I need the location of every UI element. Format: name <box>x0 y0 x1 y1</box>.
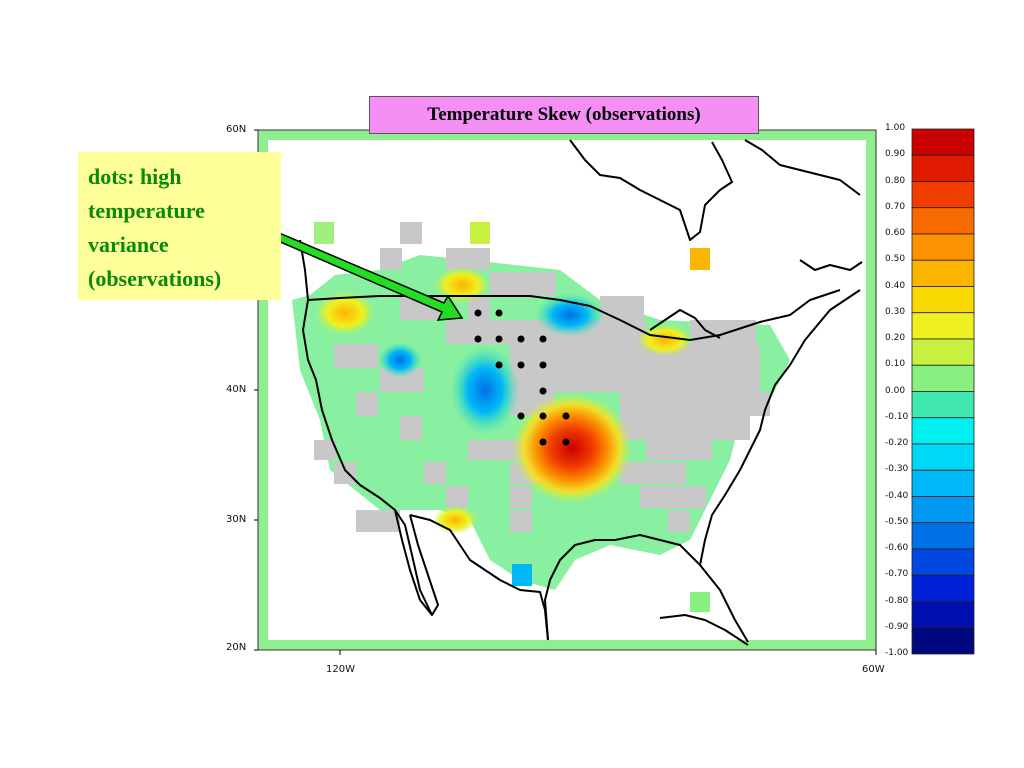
colorbar-label: 0.80 <box>885 175 906 186</box>
labrador <box>799 259 863 271</box>
colorbar-label: -0.90 <box>885 621 909 632</box>
coastlines <box>299 139 863 646</box>
colorbar-swatch <box>911 312 975 340</box>
colorbar-swatch <box>911 181 975 209</box>
colorbar-label: -0.10 <box>885 411 909 422</box>
colorbar-label: 0.50 <box>885 254 906 265</box>
colorbar-swatch <box>911 259 975 287</box>
colorbar-label: -0.70 <box>885 569 909 580</box>
arrow-shape <box>254 223 464 321</box>
gulf-coast <box>544 534 749 643</box>
colorbar-swatch <box>911 443 975 471</box>
colorbar-swatch <box>911 207 975 235</box>
caribbean-island <box>659 614 749 646</box>
annotation-line-4: (observations) <box>88 266 222 291</box>
colorbar-label: 0.40 <box>885 280 906 291</box>
colorbar-swatch <box>911 469 975 497</box>
colorbar-swatch <box>911 627 975 655</box>
annotation-line-2: temperature <box>88 198 205 223</box>
colorbar-swatch <box>911 574 975 602</box>
colorbar-swatch <box>911 286 975 314</box>
colorbar-label: 0.90 <box>885 149 906 160</box>
colorbar-swatch <box>911 417 975 445</box>
colorbar-label: 1.00 <box>885 123 906 133</box>
florida-east <box>699 289 861 566</box>
colorbar-swatch <box>911 548 975 576</box>
colorbar-label: -0.60 <box>885 543 909 553</box>
colorbar-swatch <box>911 522 975 550</box>
colorbar-swatch <box>911 391 975 419</box>
great-lakes <box>649 309 721 339</box>
colorbar-swatch <box>911 601 975 629</box>
lat-label-30n: 30N <box>226 514 247 525</box>
colorbar-label: 0.70 <box>885 201 906 212</box>
colorbar-swatch <box>911 496 975 524</box>
hudson-bay <box>569 139 733 241</box>
colorbar-label: 0.00 <box>885 385 906 396</box>
data-field <box>292 222 790 612</box>
lat-tick-marks <box>254 129 877 655</box>
annotation-line-1: dots: high <box>88 164 182 189</box>
annotation-arrow <box>254 223 464 321</box>
colorbar-swatch <box>911 154 975 182</box>
colorbar-label: -0.50 <box>885 516 909 527</box>
colorbar-label: 0.60 <box>885 228 906 238</box>
west-coast <box>299 239 433 616</box>
mexico-west <box>409 514 549 641</box>
colorbar-label: -1.00 <box>885 648 909 658</box>
colorbar-label: -0.20 <box>885 438 909 448</box>
annotation-line-3: variance <box>88 232 169 257</box>
colorbar-label: -0.30 <box>885 464 909 475</box>
lat-label-40n: 40N <box>226 384 247 395</box>
hudson-east <box>744 139 861 196</box>
colorbar-label: -0.40 <box>885 490 909 501</box>
colorbar-label: 0.30 <box>885 306 906 317</box>
lon-label-120w: 120W <box>326 664 355 675</box>
lat-label-20n: 20N <box>226 642 247 653</box>
colorbar-swatch <box>911 364 975 392</box>
baja-california <box>394 509 439 616</box>
colorbar-swatch <box>911 233 975 261</box>
colorbar <box>911 128 975 655</box>
map-title: Temperature Skew (observations) <box>369 96 759 134</box>
variance-dots <box>474 309 570 446</box>
colorbar-label: 0.10 <box>885 359 906 370</box>
annotation-box: dots: high temperature variance (observa… <box>78 152 281 300</box>
lat-label-60n: 60N <box>226 124 247 135</box>
lon-label-60w: 60W <box>862 664 885 675</box>
colorbar-label: 0.20 <box>885 333 906 343</box>
colorbar-swatch <box>911 128 975 156</box>
colorbar-label: -0.80 <box>885 595 909 606</box>
colorbar-swatch <box>911 338 975 366</box>
